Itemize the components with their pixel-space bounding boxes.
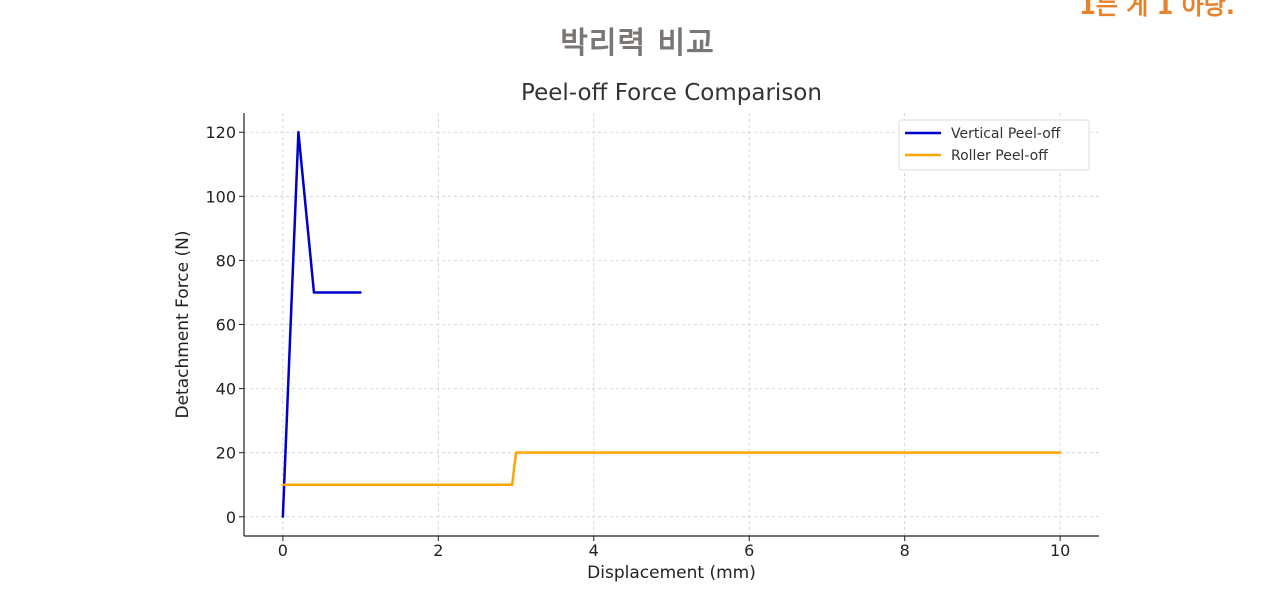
corner-logo-mark: 1는 게 1 아당. xyxy=(1079,0,1235,20)
slide-heading: 박리력 비교 xyxy=(560,26,715,61)
x-tick-label: 10 xyxy=(1050,541,1070,560)
series-1-point xyxy=(1058,451,1062,454)
y-tick-label: 0 xyxy=(226,508,236,527)
x-tick-label: 4 xyxy=(589,541,599,560)
y-tick-label: 20 xyxy=(216,444,236,463)
y-tick-label: 100 xyxy=(205,187,236,206)
series-1-point xyxy=(510,483,514,486)
series-line-1 xyxy=(282,451,1061,486)
y-axis-label: Detachment Force (N) xyxy=(173,231,193,419)
series-0-point xyxy=(297,131,300,134)
y-tick-label: 120 xyxy=(205,123,236,142)
x-tick-label: 8 xyxy=(900,541,910,560)
legend-label: Vertical Peel-off xyxy=(951,126,1061,142)
series-1-point xyxy=(281,483,285,486)
series-lines xyxy=(281,130,1062,518)
legend-box xyxy=(898,119,1090,171)
x-axis-label: Displacement (mm) xyxy=(587,563,756,583)
axes xyxy=(239,113,1099,541)
series-1-point xyxy=(514,451,518,454)
y-tick-label: 60 xyxy=(216,316,236,335)
series-0-point xyxy=(312,291,316,294)
legend: Vertical Peel-off Roller Peel-off xyxy=(898,119,1090,171)
x-tick-label: 6 xyxy=(744,541,754,560)
series-line-0 xyxy=(281,130,361,517)
series-0-point xyxy=(359,291,362,294)
y-tick-label: 40 xyxy=(216,380,236,399)
legend-label: Roller Peel-off xyxy=(951,148,1048,164)
grid-lines xyxy=(244,113,1099,536)
chart-title: Peel-off Force Comparison xyxy=(521,80,822,106)
x-tick-label: 0 xyxy=(278,541,288,560)
y-tick-label: 80 xyxy=(216,251,236,270)
series-0-point xyxy=(281,515,285,518)
x-tick-label: 2 xyxy=(433,541,443,560)
